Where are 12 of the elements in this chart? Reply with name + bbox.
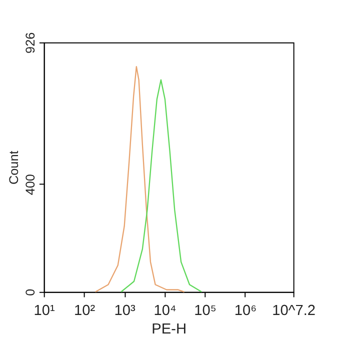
x-tick-label: 10^7.2 [272, 302, 316, 319]
x-tick-label: 10² [74, 302, 96, 319]
x-axis-title: PE-H [152, 321, 187, 338]
x-tick-label: 10⁵ [194, 302, 216, 319]
y-axis-title: Count [7, 150, 22, 185]
x-tick-label: 10³ [114, 302, 136, 319]
x-tick-label: 10⁴ [154, 302, 176, 319]
y-tick-label: 926 [24, 32, 38, 54]
y-tick-label: 400 [24, 174, 38, 196]
x-tick-label: 10⁶ [234, 302, 257, 319]
y-tick-label: 0 [24, 288, 38, 296]
x-tick-label: 10¹ [34, 302, 56, 319]
